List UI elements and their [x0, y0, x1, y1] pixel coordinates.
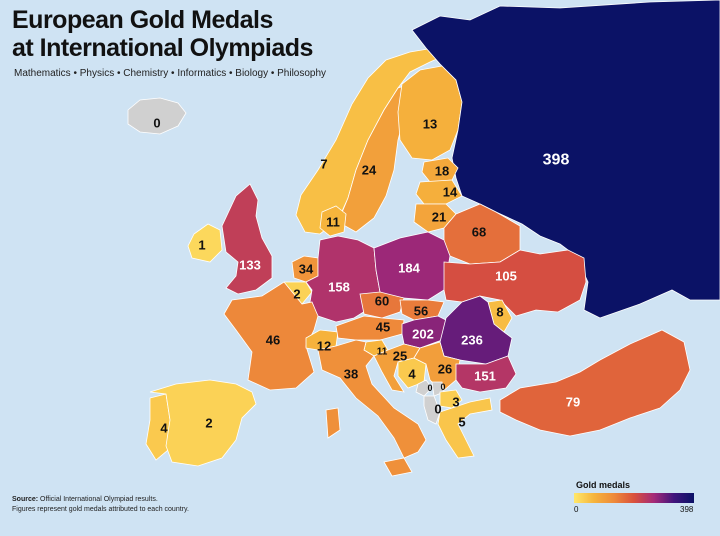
- label-montenegro: 0: [427, 383, 432, 393]
- label-sweden: 24: [362, 163, 377, 178]
- source-text: Official International Olympiad results.: [40, 496, 158, 503]
- source-footnote: Figures represent gold medals attributed…: [12, 506, 189, 513]
- map-title: European Gold Medals at International Ol…: [12, 6, 313, 62]
- label-netherlands: 34: [299, 262, 314, 277]
- country-north-macedonia: [439, 389, 463, 409]
- label-turkey: 79: [566, 395, 580, 410]
- legend-max-label: 398: [680, 505, 694, 514]
- label-lithuania: 21: [432, 210, 446, 225]
- country-iceland: [127, 97, 187, 135]
- label-austria: 45: [376, 320, 390, 335]
- label-italy: 38: [344, 367, 358, 382]
- label-portugal: 4: [160, 421, 168, 436]
- label-greece: 5: [458, 415, 465, 430]
- country-poland: [373, 231, 451, 301]
- label-bulgaria: 151: [474, 369, 496, 384]
- legend-color-bar: [574, 493, 694, 503]
- label-albania: 0: [434, 402, 441, 417]
- label-france: 46: [266, 333, 280, 348]
- legend-title: Gold medals: [576, 480, 631, 490]
- map-subtitle: Mathematics • Physics • Chemistry • Info…: [14, 68, 327, 79]
- country-bulgaria: [455, 355, 517, 393]
- label-ireland: 1: [198, 238, 205, 253]
- source-note: Source: Official International Olympiad …: [12, 495, 189, 515]
- title-line-1: European Gold Medals: [12, 6, 273, 34]
- label-norway: 7: [320, 157, 327, 172]
- label-united-kingdom: 133: [239, 258, 261, 273]
- label-kosovo: 0: [440, 382, 445, 392]
- label-czechia: 60: [375, 294, 389, 309]
- label-north-macedonia: 3: [452, 395, 459, 410]
- source-label: Source:: [12, 496, 39, 503]
- title-line-2: at International Olympiads: [12, 34, 313, 62]
- label-moldova: 8: [496, 305, 503, 320]
- country-czechia: [359, 291, 405, 319]
- country-denmark: [319, 205, 347, 237]
- label-romania: 236: [461, 333, 483, 348]
- label-bosnia: 4: [408, 367, 416, 382]
- label-poland: 184: [398, 261, 420, 276]
- country-turkey: [499, 329, 691, 437]
- label-estonia: 18: [435, 164, 449, 179]
- country-greece: [437, 397, 493, 459]
- country-ireland: [187, 223, 223, 263]
- country-united-kingdom: [221, 183, 273, 295]
- label-switzerland: 12: [317, 339, 331, 354]
- label-iceland: 0: [153, 116, 160, 131]
- country-france: [223, 281, 319, 391]
- label-spain: 2: [205, 416, 212, 431]
- country-finland: [397, 65, 463, 161]
- country-italy-sardinia: [325, 407, 341, 439]
- country-ukraine: [443, 249, 587, 317]
- country-italy: [317, 339, 427, 459]
- legend-min-label: 0: [574, 505, 579, 514]
- label-belgium: 2: [293, 287, 300, 302]
- label-denmark: 11: [326, 215, 340, 230]
- country-italy-sicily: [383, 457, 413, 477]
- label-finland: 13: [423, 117, 437, 132]
- country-spain: [149, 379, 257, 467]
- country-serbia: [413, 341, 461, 393]
- label-slovakia: 56: [414, 304, 428, 319]
- label-germany: 158: [328, 280, 350, 295]
- country-albania: [423, 395, 441, 425]
- label-croatia: 25: [393, 349, 407, 364]
- label-hungary: 202: [412, 327, 434, 342]
- label-slovenia: 11: [377, 347, 388, 358]
- label-belarus: 68: [472, 225, 486, 240]
- label-ukraine: 105: [495, 269, 517, 284]
- label-serbia: 26: [438, 362, 452, 377]
- label-latvia: 14: [443, 185, 458, 200]
- country-montenegro: [415, 379, 433, 397]
- label-russia: 398: [543, 152, 570, 169]
